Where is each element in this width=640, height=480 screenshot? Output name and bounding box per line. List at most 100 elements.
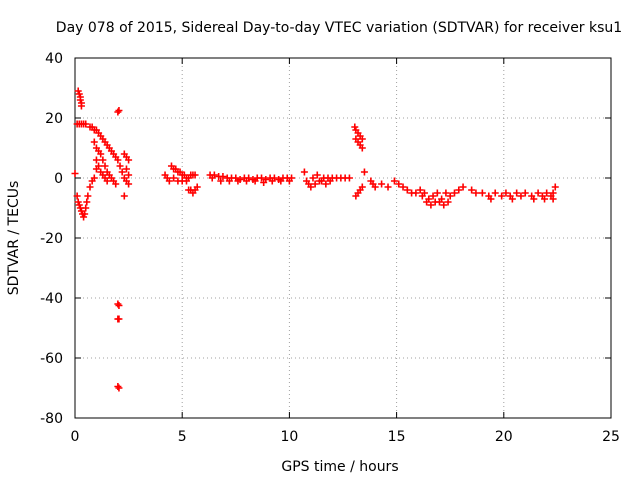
data-point xyxy=(530,195,538,203)
data-point xyxy=(114,108,122,116)
data-point xyxy=(521,189,529,197)
data-point xyxy=(423,198,431,206)
x-tick-label: 25 xyxy=(602,429,620,445)
y-axis-label: SDTVAR / TECUs xyxy=(6,181,22,296)
x-tick-labels: 0 5 10 15 20 25 xyxy=(71,429,620,445)
data-point xyxy=(399,183,407,191)
data-point xyxy=(191,171,199,179)
data-point xyxy=(122,165,130,173)
data-point xyxy=(358,183,366,191)
data-point xyxy=(92,156,100,164)
grid-lines xyxy=(75,58,611,418)
data-point xyxy=(234,177,242,185)
data-point xyxy=(225,177,233,185)
data-point xyxy=(193,183,201,191)
x-tick-label: 5 xyxy=(178,429,187,445)
data-point xyxy=(118,168,126,176)
data-point xyxy=(541,195,549,203)
data-point xyxy=(82,204,90,212)
data-point xyxy=(307,183,315,191)
data-point xyxy=(82,120,90,128)
data-point xyxy=(442,189,450,197)
data-point xyxy=(358,135,366,143)
axis-ticks xyxy=(74,57,612,419)
data-point xyxy=(313,171,321,179)
data-point xyxy=(429,192,437,200)
data-point xyxy=(311,180,319,188)
data-point xyxy=(285,177,293,185)
data-point xyxy=(125,180,133,188)
x-tick-label: 0 xyxy=(71,429,80,445)
data-point xyxy=(260,179,268,186)
data-point xyxy=(251,177,259,185)
data-point xyxy=(217,177,225,185)
data-point xyxy=(73,192,81,200)
data-point xyxy=(450,189,458,197)
data-point xyxy=(455,186,463,194)
data-point xyxy=(468,186,476,194)
data-point xyxy=(322,180,330,188)
y-tick-label: -60 xyxy=(40,351,63,367)
data-point xyxy=(371,183,379,191)
data-point xyxy=(170,174,178,182)
data-point xyxy=(345,174,353,182)
data-point xyxy=(97,150,105,158)
data-point xyxy=(403,186,411,194)
data-point xyxy=(395,180,403,188)
y-tick-label: -20 xyxy=(40,231,63,247)
data-point xyxy=(508,195,516,203)
data-point xyxy=(300,168,308,176)
data-point xyxy=(77,102,85,110)
y-tick-label: -80 xyxy=(40,411,63,427)
data-point xyxy=(378,180,386,188)
data-point xyxy=(478,189,486,197)
data-point xyxy=(86,183,94,191)
data-point xyxy=(101,162,109,170)
data-point xyxy=(427,201,435,209)
data-point xyxy=(412,189,420,197)
data-point xyxy=(418,192,426,200)
y-tick-label: 20 xyxy=(45,111,63,127)
data-point xyxy=(435,198,443,206)
data-point xyxy=(95,162,103,170)
y-tick-labels: 40 20 0 -20 -40 -60 -80 xyxy=(40,51,63,427)
data-point xyxy=(543,189,551,197)
data-points xyxy=(71,87,559,392)
data-point xyxy=(243,177,251,185)
data-point xyxy=(125,171,133,179)
data-point xyxy=(90,138,98,146)
y-tick-label: 40 xyxy=(45,51,63,67)
data-point xyxy=(99,156,107,164)
data-point xyxy=(81,210,89,218)
data-point xyxy=(114,300,122,308)
data-point xyxy=(472,189,480,197)
y-tick-label: -40 xyxy=(40,291,63,307)
data-point xyxy=(83,198,91,206)
data-point xyxy=(487,195,495,203)
data-point xyxy=(114,156,122,164)
data-point xyxy=(258,174,266,182)
data-point xyxy=(416,186,424,194)
data-point xyxy=(513,189,521,197)
data-point xyxy=(115,315,123,323)
data-point xyxy=(120,192,128,200)
data-point xyxy=(208,174,216,182)
data-point xyxy=(114,383,122,390)
data-point xyxy=(384,183,392,191)
data-point xyxy=(498,192,506,200)
data-point xyxy=(534,189,542,197)
data-point xyxy=(459,183,467,191)
data-point xyxy=(165,177,173,185)
data-point xyxy=(360,168,368,176)
data-point xyxy=(219,173,227,180)
data-point xyxy=(502,189,510,197)
data-point xyxy=(309,174,317,182)
chart-title: Day 078 of 2015, Sidereal Day-to-day VTE… xyxy=(56,20,622,36)
data-point xyxy=(318,177,326,185)
data-point xyxy=(71,170,79,177)
data-point xyxy=(440,201,448,209)
data-point xyxy=(326,177,334,185)
data-point xyxy=(115,384,123,392)
data-point xyxy=(115,302,123,309)
